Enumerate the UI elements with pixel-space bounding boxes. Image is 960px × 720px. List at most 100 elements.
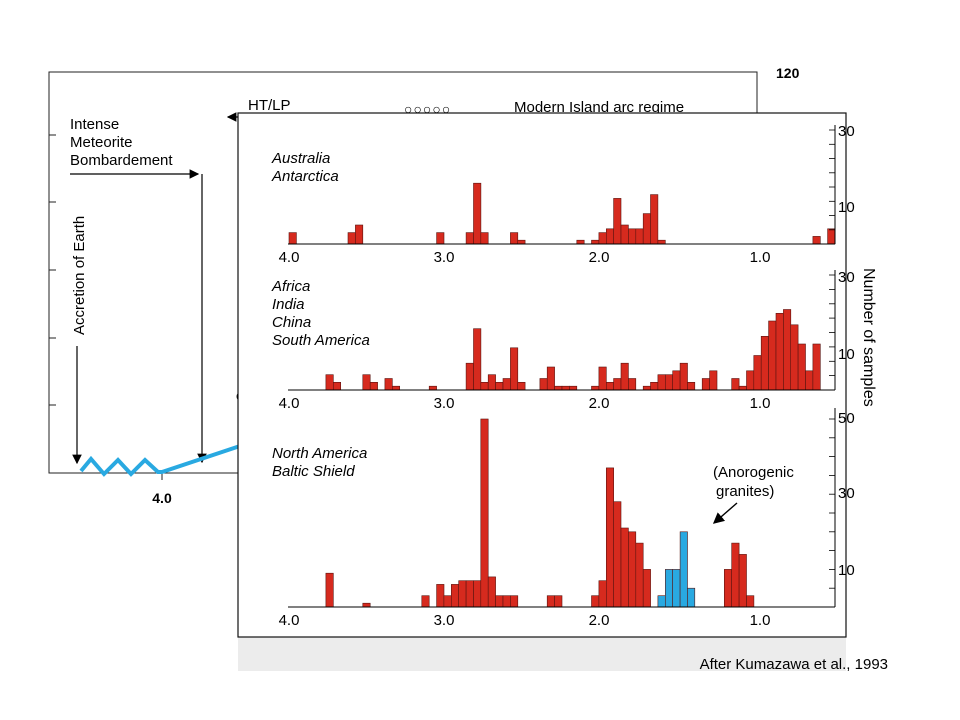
histogram-bar: [473, 580, 482, 608]
histogram-bar: [605, 381, 614, 391]
panel-africa: Africa India China South America 4.0 3.0…: [271, 268, 877, 412]
x-tick-label: 1.0: [750, 612, 771, 629]
anorogenic-bar: [679, 531, 688, 608]
histogram-bar: [465, 232, 474, 245]
y-tick-label: 10: [838, 346, 855, 363]
histogram-bar: [642, 569, 651, 608]
histogram-bar: [746, 370, 755, 391]
front-shadow: [238, 637, 846, 671]
histogram-bar: [768, 320, 777, 391]
anorogenic-bar: [657, 595, 666, 608]
histogram-bar: [812, 236, 821, 245]
histogram-bar: [664, 374, 673, 391]
histogram-bar: [628, 378, 637, 391]
accretion-label: Accretion of Earth: [71, 216, 88, 335]
region-label-line: Australia: [271, 150, 330, 167]
annotation-line: granites): [716, 483, 774, 500]
page-number: 120: [776, 65, 800, 81]
histogram-bar: [569, 385, 578, 391]
histogram-bar: [613, 378, 622, 391]
meteorite-label-line2: Meteorite: [70, 134, 133, 151]
histogram-bar: [436, 584, 445, 608]
histogram-bar: [480, 381, 489, 391]
histogram-bar: [369, 381, 378, 391]
y-axis-label: Number of samples: [860, 268, 877, 407]
histogram-bar: [753, 355, 762, 391]
histogram-bar: [421, 595, 430, 608]
back-header-right: Modern Island arc regime: [514, 99, 684, 116]
histogram-bar: [650, 194, 659, 245]
region-label-line: North America: [272, 445, 367, 462]
histogram-bar: [723, 569, 732, 608]
histogram-bar: [554, 595, 563, 608]
histogram-bar: [731, 378, 740, 391]
histogram-bar: [598, 232, 607, 245]
histogram-bar: [510, 595, 519, 608]
histogram-bar: [465, 580, 474, 608]
histogram-bar: [495, 595, 504, 608]
histogram-bar: [384, 378, 393, 391]
histogram-bar: [628, 228, 637, 245]
histogram-bar: [790, 324, 799, 391]
x-tick-label: 2.0: [589, 395, 610, 412]
histogram-bar: [473, 182, 482, 245]
x-tick-label: 2.0: [589, 612, 610, 629]
histogram-bar: [465, 362, 474, 391]
histogram-bar: [325, 374, 334, 391]
histogram-bar: [827, 228, 836, 245]
histogram-bar: [598, 580, 607, 608]
histogram-figure: Australia Antarctica 4.0 3.0 2.0 1.0 30 …: [237, 112, 877, 671]
histogram-bar: [805, 370, 814, 391]
histogram-bar: [510, 347, 519, 391]
histogram-bar: [355, 224, 364, 245]
histogram-bar: [325, 572, 334, 608]
region-label-line: Antarctica: [271, 168, 339, 185]
histogram-bar: [546, 595, 555, 608]
meteorite-label-line1: Intense: [70, 116, 119, 133]
y-tick-label: 10: [838, 562, 855, 579]
histogram-bar: [473, 328, 482, 391]
region-label-line: Africa: [271, 278, 310, 295]
back-header-left: HT/LP: [248, 97, 291, 114]
histogram-bar: [362, 602, 371, 608]
histogram-bar: [502, 595, 511, 608]
histogram-bar: [332, 381, 341, 391]
histogram-bar: [391, 385, 400, 391]
x-tick-label: 3.0: [434, 612, 455, 629]
histogram-bar: [657, 239, 666, 245]
histogram-bar: [760, 335, 769, 391]
histogram-bar: [797, 343, 806, 391]
y-tick-label: 30: [838, 269, 855, 286]
source-note: After Kumazawa et al., 1993: [700, 656, 888, 673]
histogram-bar: [591, 595, 600, 608]
region-label-line: India: [272, 296, 305, 313]
histogram-bar: [591, 385, 600, 391]
histogram-bar: [605, 467, 614, 608]
x-tick-label: 1.0: [750, 249, 771, 266]
histogram-bar: [487, 374, 496, 391]
accretion-curve: [79, 444, 241, 477]
histogram-bar: [709, 370, 718, 391]
histogram-bar: [347, 232, 356, 245]
histogram-bar: [598, 366, 607, 391]
histogram-bar: [480, 232, 489, 245]
region-label-line: China: [272, 314, 311, 331]
histogram-bar: [628, 531, 637, 608]
x-tick-label: 4.0: [279, 612, 300, 629]
histogram-bar: [679, 362, 688, 391]
x-tick-label: 1.0: [750, 395, 771, 412]
anorogenic-bar: [664, 569, 673, 608]
histogram-bar: [672, 370, 681, 391]
histogram-bar: [650, 381, 659, 391]
y-tick-label: 10: [838, 199, 855, 216]
histogram-bar: [635, 228, 644, 245]
y-tick-label: 30: [838, 485, 855, 502]
histogram-bar: [635, 542, 644, 608]
region-label-line: Baltic Shield: [272, 463, 355, 480]
histogram-bar: [288, 232, 297, 245]
histogram-bar: [738, 554, 747, 608]
histogram-bar: [620, 527, 629, 608]
histogram-bar: [701, 378, 710, 391]
histogram-bar: [458, 580, 467, 608]
